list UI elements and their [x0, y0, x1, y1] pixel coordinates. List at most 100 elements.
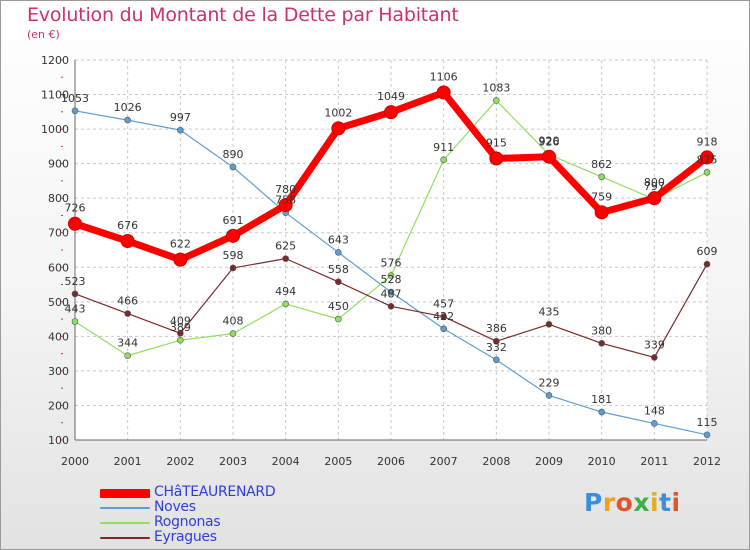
data-label: 997: [170, 111, 191, 124]
data-point: [124, 310, 131, 317]
y-tick-label: 100: [48, 434, 69, 447]
data-label: 800: [644, 176, 665, 189]
data-point: [703, 431, 711, 439]
y-tick-label: 900: [48, 158, 69, 171]
data-point: [440, 156, 447, 164]
data-point: [703, 168, 711, 176]
logo-letter: r: [602, 488, 616, 517]
data-label: 918: [697, 135, 718, 148]
data-label: 911: [433, 141, 454, 154]
data-label: 758: [275, 194, 296, 207]
data-point: [598, 408, 605, 416]
legend-swatch-eyragues: [100, 537, 150, 539]
data-point: [226, 228, 240, 243]
data-label: 920: [539, 135, 560, 148]
data-label: 598: [223, 249, 244, 262]
data-label: 726: [65, 202, 86, 215]
data-point: [700, 150, 714, 165]
legend-item-noves: Noves: [100, 499, 340, 515]
data-label: 386: [486, 322, 507, 335]
x-tick-label: 2010: [588, 455, 616, 468]
data-point: [71, 290, 79, 298]
data-label: 862: [591, 158, 612, 171]
data-point: [440, 313, 447, 320]
data-label: 1002: [324, 106, 352, 119]
legend-label-eyragues: Eyragues: [154, 529, 217, 545]
data-point: [436, 85, 451, 100]
x-tick-label: 2007: [430, 455, 458, 468]
y-tick-label: 400: [48, 330, 69, 343]
data-label: 622: [170, 238, 191, 251]
data-point: [545, 392, 553, 399]
data-label: 1083: [482, 81, 510, 94]
data-point: [545, 320, 553, 328]
data-label: 443: [65, 303, 86, 316]
data-point: [124, 116, 131, 124]
data-label: 780: [275, 183, 296, 196]
data-label: 625: [275, 240, 296, 253]
data-label: 339: [644, 338, 665, 351]
data-point: [278, 198, 293, 213]
data-point: [71, 107, 79, 115]
data-label: 181: [591, 393, 612, 406]
logo-letter: x: [633, 488, 650, 517]
data-label: 609: [697, 245, 718, 258]
data-point: [387, 288, 395, 296]
plot-area: [75, 60, 707, 440]
data-label: 466: [117, 295, 138, 308]
data-label: 676: [117, 219, 138, 232]
legend-item-eyragues: Eyragues: [100, 529, 340, 545]
data-point: [282, 255, 289, 262]
data-point: [282, 300, 289, 308]
data-point: [387, 303, 395, 310]
y-tick-label: 300: [48, 365, 69, 378]
data-point: [335, 315, 342, 323]
data-point: [703, 260, 711, 268]
x-tick-label: 2008: [482, 455, 510, 468]
proxiti-logo: Proxiti: [584, 488, 681, 517]
data-label: 344: [117, 337, 138, 350]
data-point: [229, 330, 237, 337]
logo-letter: P: [584, 488, 603, 517]
data-point: [177, 126, 184, 134]
data-point: [335, 249, 342, 256]
data-point: [594, 205, 609, 220]
data-point: [173, 252, 188, 267]
data-label: 926: [539, 136, 560, 149]
legend-label-noves: Noves: [154, 499, 196, 515]
x-tick-label: 2003: [219, 455, 247, 468]
data-point: [542, 149, 556, 164]
data-label: 797: [644, 180, 665, 193]
data-label: 1049: [377, 90, 405, 103]
x-tick-label: 2012: [693, 455, 721, 468]
data-point: [335, 278, 342, 286]
data-point: [493, 356, 500, 364]
data-point: [229, 264, 237, 272]
x-tick-label: 2004: [272, 455, 300, 468]
data-label: 558: [328, 263, 349, 276]
data-label: 487: [381, 287, 402, 300]
data-point: [647, 191, 662, 206]
data-point: [493, 97, 500, 104]
legend-swatch-noves: [100, 507, 150, 509]
data-label: 408: [223, 315, 244, 328]
x-tick-label: 2000: [61, 455, 89, 468]
legend-item-rognonas: Rognonas: [100, 514, 340, 530]
data-point: [177, 329, 184, 337]
y-tick-label: 1200: [41, 54, 69, 67]
data-label: 691: [223, 214, 244, 227]
legend-item-chateaurenard: CHâTEAURENARD: [100, 484, 340, 500]
data-point: [598, 173, 605, 181]
data-point: [124, 352, 131, 360]
data-label: 435: [539, 305, 560, 318]
y-tick-label: 500: [48, 296, 69, 309]
data-point: [68, 216, 82, 231]
logo-letter: i: [671, 488, 681, 517]
data-label: 915: [486, 136, 507, 149]
data-label: 643: [328, 233, 349, 246]
x-tick-label: 2001: [114, 455, 142, 468]
x-tick-label: 2009: [535, 455, 563, 468]
data-point: [71, 318, 79, 325]
legend-label-rognonas: Rognonas: [154, 514, 221, 530]
